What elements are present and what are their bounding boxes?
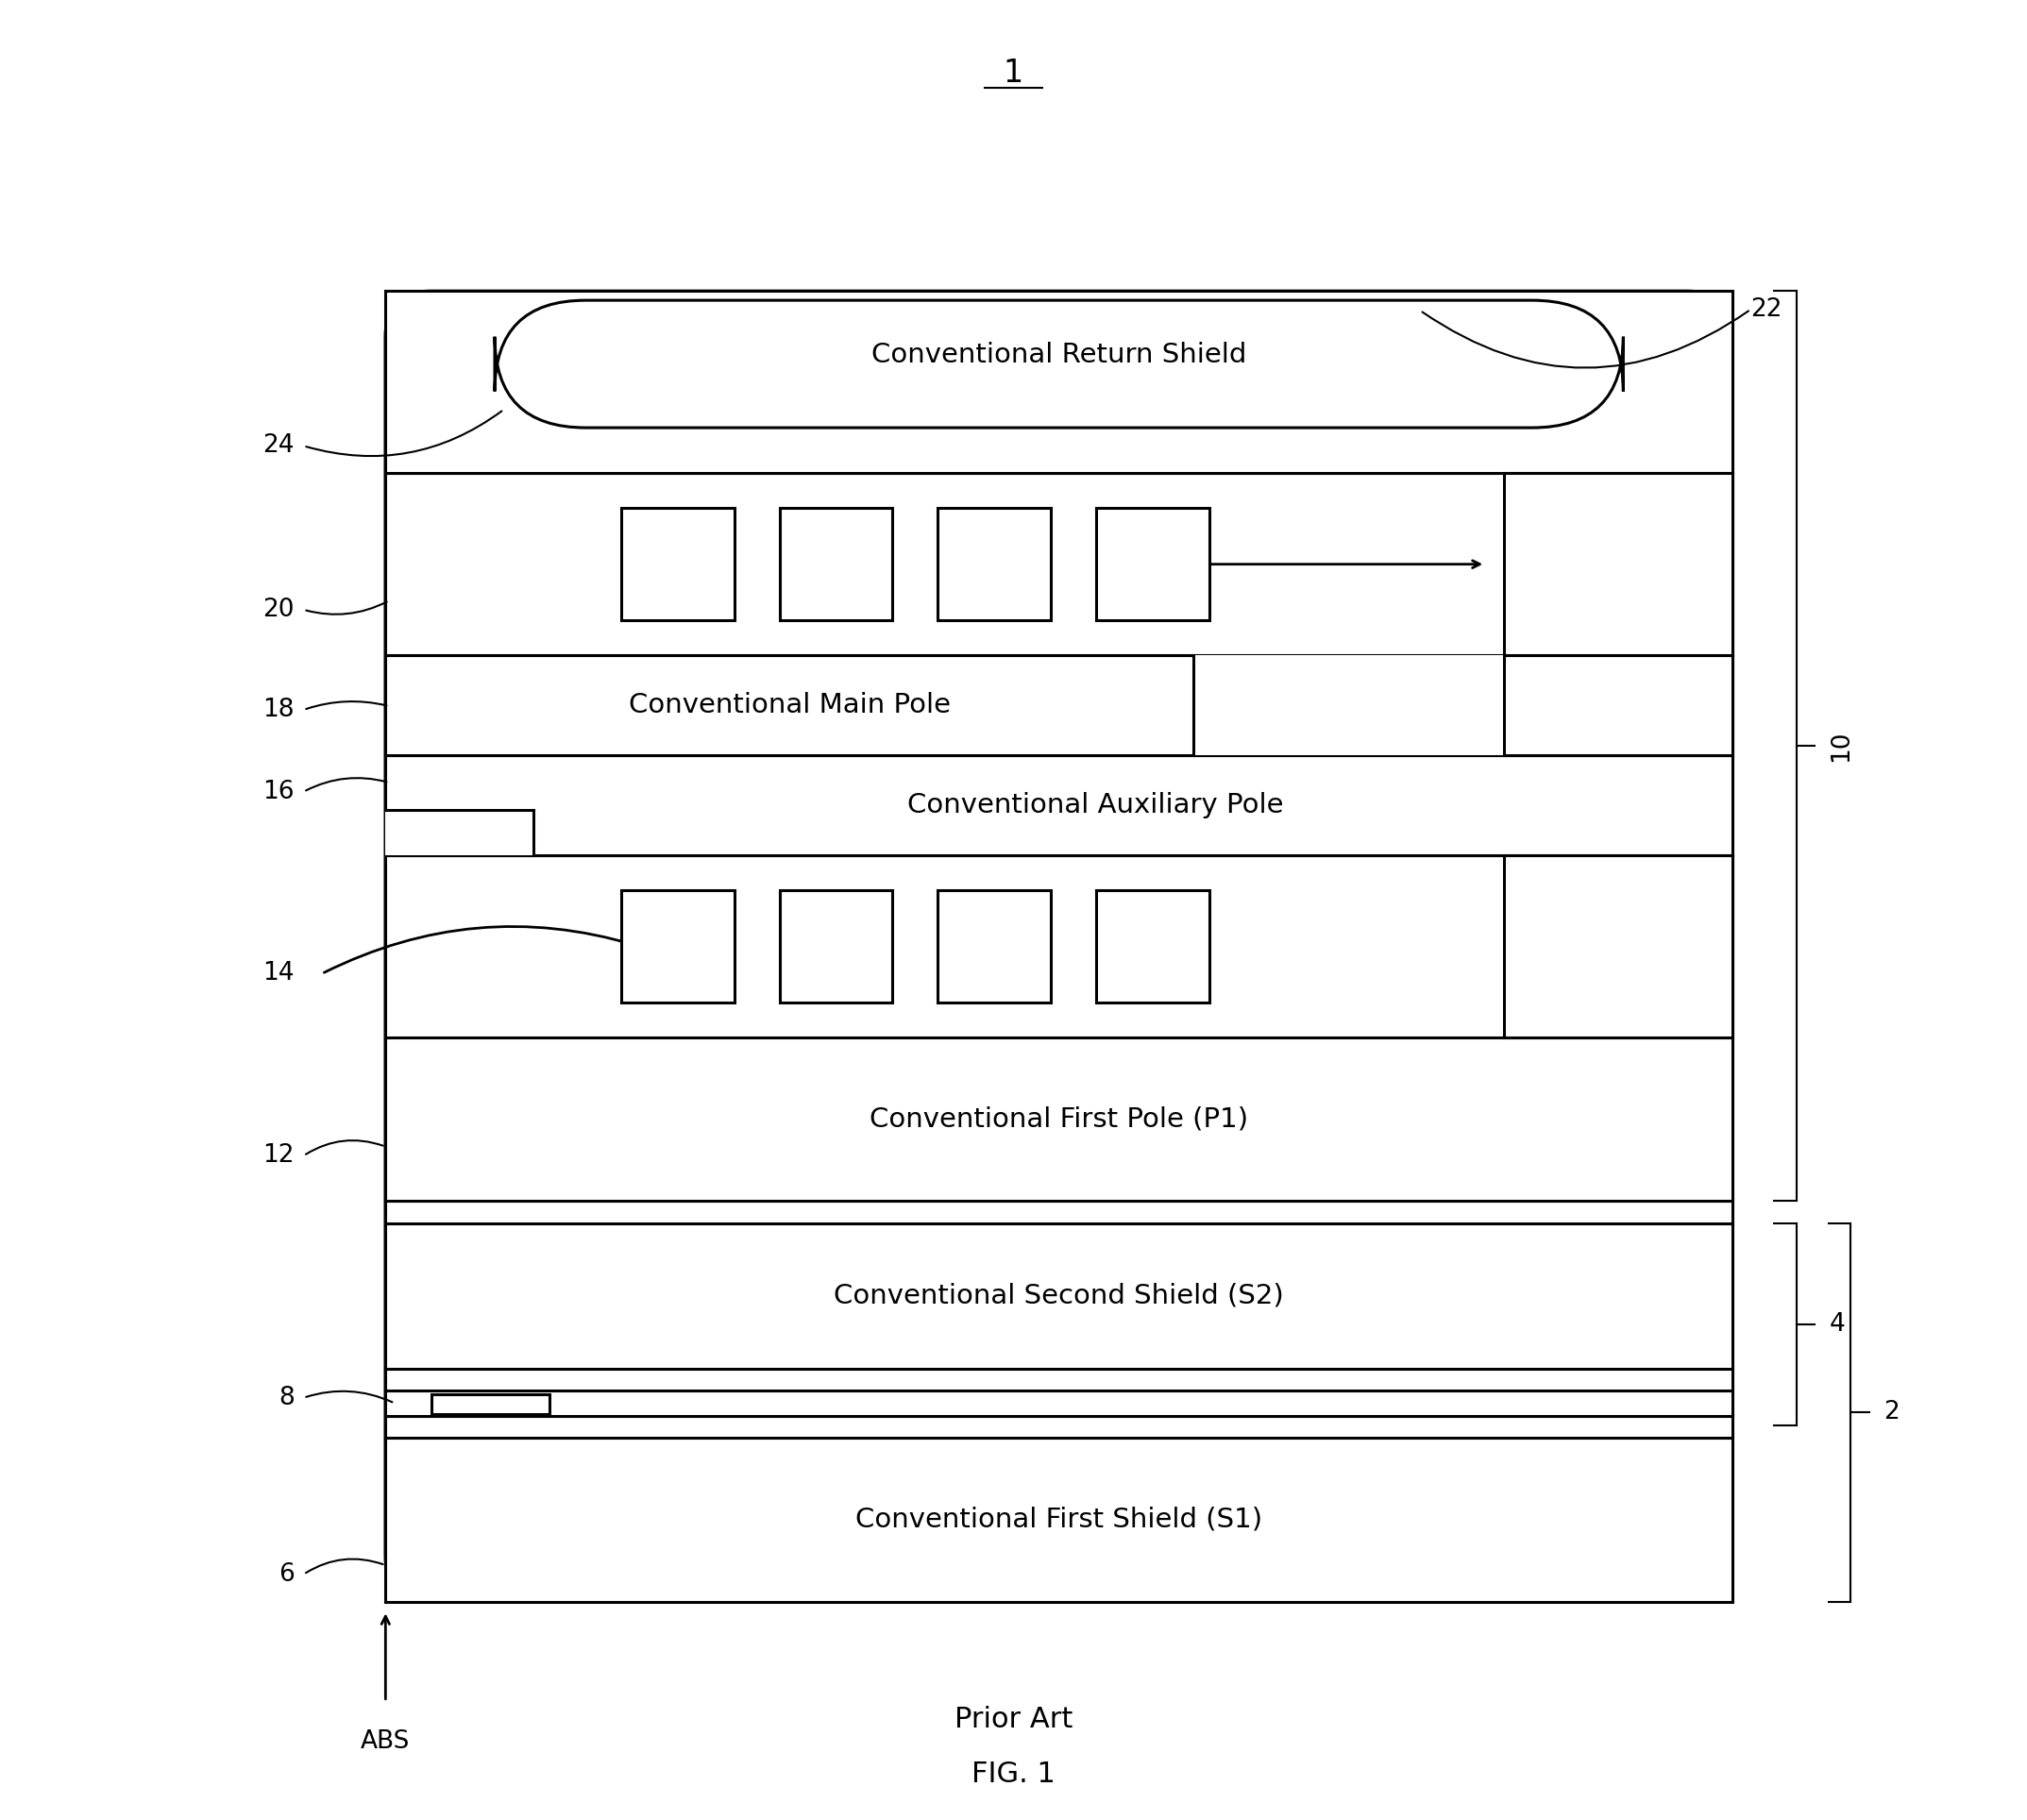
Text: 10: 10 <box>1828 730 1853 763</box>
Text: 2: 2 <box>1883 1400 1899 1425</box>
Text: 14: 14 <box>264 961 294 986</box>
Bar <box>385 1037 1733 1201</box>
Bar <box>432 1394 549 1414</box>
Bar <box>1504 655 1733 755</box>
Text: Conventional Return Shield: Conventional Return Shield <box>872 342 1247 368</box>
Text: 22: 22 <box>1751 297 1782 322</box>
Text: Conventional Second Shield (S2): Conventional Second Shield (S2) <box>833 1283 1283 1309</box>
Text: ABS: ABS <box>361 1729 409 1753</box>
Bar <box>780 508 892 621</box>
Bar <box>385 810 533 855</box>
Bar <box>1194 655 1733 755</box>
Bar <box>385 855 1733 1037</box>
Text: 4: 4 <box>1828 1312 1845 1336</box>
Bar <box>1504 473 1733 655</box>
Bar <box>385 291 1733 473</box>
Bar <box>620 890 734 1003</box>
Bar <box>385 473 1733 655</box>
Bar <box>780 890 892 1003</box>
Bar <box>1504 855 1733 1037</box>
Text: Prior Art: Prior Art <box>955 1705 1072 1734</box>
Bar <box>385 755 1733 855</box>
Text: 20: 20 <box>264 597 294 622</box>
Bar <box>1097 890 1210 1003</box>
Bar <box>385 1369 1733 1390</box>
Text: 18: 18 <box>264 697 294 723</box>
FancyBboxPatch shape <box>495 300 1624 428</box>
Text: FIG. 1: FIG. 1 <box>971 1760 1056 1789</box>
Bar <box>620 508 734 621</box>
FancyBboxPatch shape <box>385 291 1733 1602</box>
Bar <box>385 1201 1733 1223</box>
Text: 1: 1 <box>1003 56 1024 89</box>
Text: 8: 8 <box>278 1385 294 1410</box>
Text: 12: 12 <box>264 1143 294 1168</box>
Text: Conventional Auxiliary Pole: Conventional Auxiliary Pole <box>908 792 1283 819</box>
Text: 16: 16 <box>264 779 294 804</box>
Text: Conventional Main Pole: Conventional Main Pole <box>628 692 951 719</box>
Bar <box>385 1416 1733 1438</box>
Bar <box>385 1438 1733 1602</box>
Bar <box>385 1390 1733 1416</box>
Text: Conventional First Shield (S1): Conventional First Shield (S1) <box>855 1507 1263 1532</box>
Bar <box>1097 508 1210 621</box>
Bar <box>385 655 1733 755</box>
Bar <box>939 890 1050 1003</box>
Bar <box>385 1223 1733 1369</box>
Text: 24: 24 <box>264 433 294 459</box>
Text: Conventional First Pole (P1): Conventional First Pole (P1) <box>870 1107 1249 1132</box>
Bar <box>939 508 1050 621</box>
Text: 6: 6 <box>278 1562 294 1587</box>
